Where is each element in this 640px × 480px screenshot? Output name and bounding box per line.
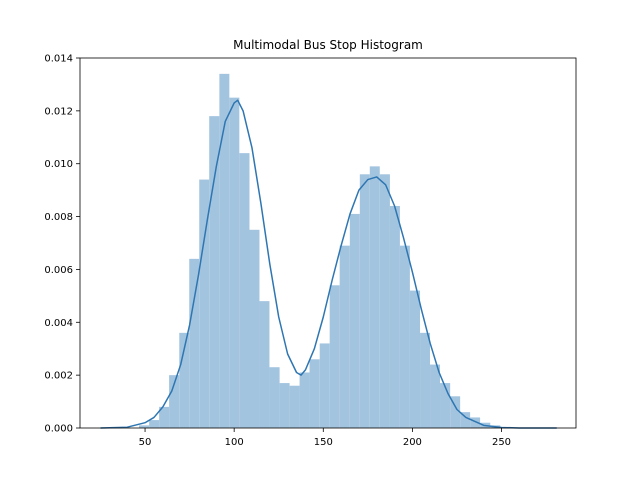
histogram-bar <box>179 332 190 428</box>
histogram-bar <box>289 385 300 428</box>
y-tick-label: 0.008 <box>44 212 73 223</box>
histogram-bar <box>149 420 160 428</box>
histogram-bar <box>319 343 330 428</box>
histogram-bar <box>389 206 400 428</box>
axes-frame <box>79 57 577 429</box>
chart-title: Multimodal Bus Stop Histogram <box>233 38 423 52</box>
x-tick-label: 150 <box>314 437 333 448</box>
histogram-bar <box>349 213 360 428</box>
y-tick-label: 0.004 <box>44 318 73 329</box>
histogram-bar <box>219 73 230 429</box>
plot-area: 50 100 150 200 250 0.000 0.002 0.004 0.006 0.008… <box>44 54 577 448</box>
histogram-bar <box>169 375 180 428</box>
histogram-bar <box>420 332 431 428</box>
histogram-bar <box>279 383 290 428</box>
y-tick-label: 0.000 <box>44 424 73 435</box>
y-tick-label: 0.002 <box>44 371 73 382</box>
y-tick-label: 0.010 <box>44 159 73 170</box>
y-axis: 0.000 0.002 0.004 0.006 0.008 0.010 0.012 0.014 <box>44 54 80 435</box>
histogram-bar <box>309 359 320 428</box>
histogram-bar <box>470 417 481 428</box>
histogram-bar <box>239 153 250 428</box>
histogram-bar <box>430 364 441 428</box>
histogram-bar <box>299 372 310 428</box>
x-tick-label: 50 <box>139 437 152 448</box>
histogram-bar <box>229 97 240 428</box>
histogram-bar <box>189 258 200 428</box>
x-tick-label: 100 <box>225 437 244 448</box>
histogram-bar <box>409 290 421 428</box>
kde-curve <box>100 99 557 429</box>
histogram-bar <box>379 174 390 428</box>
y-tick-label: 0.006 <box>44 265 73 276</box>
histogram-bar <box>460 412 471 428</box>
histogram-bar <box>199 179 210 428</box>
histogram-bar <box>209 116 220 428</box>
histogram-bar <box>440 383 451 428</box>
x-axis: 50 100 150 200 250 <box>139 428 511 448</box>
histogram-bar <box>359 174 370 428</box>
x-tick-label: 200 <box>403 437 422 448</box>
histogram-bar <box>399 245 410 428</box>
histogram-bar <box>138 425 150 428</box>
histogram-bar <box>249 229 260 428</box>
x-tick-label: 250 <box>492 437 511 448</box>
histogram-bar <box>369 166 380 429</box>
histogram-bars <box>138 73 501 429</box>
histogram-bar <box>159 406 170 428</box>
histogram-bar <box>259 301 270 428</box>
histogram-bar <box>269 367 280 428</box>
y-tick-label: 0.012 <box>44 106 73 117</box>
histogram-bar <box>450 396 461 428</box>
histogram-bar <box>329 285 340 428</box>
y-tick-label: 0.014 <box>44 54 73 65</box>
histogram-bar <box>339 245 350 428</box>
